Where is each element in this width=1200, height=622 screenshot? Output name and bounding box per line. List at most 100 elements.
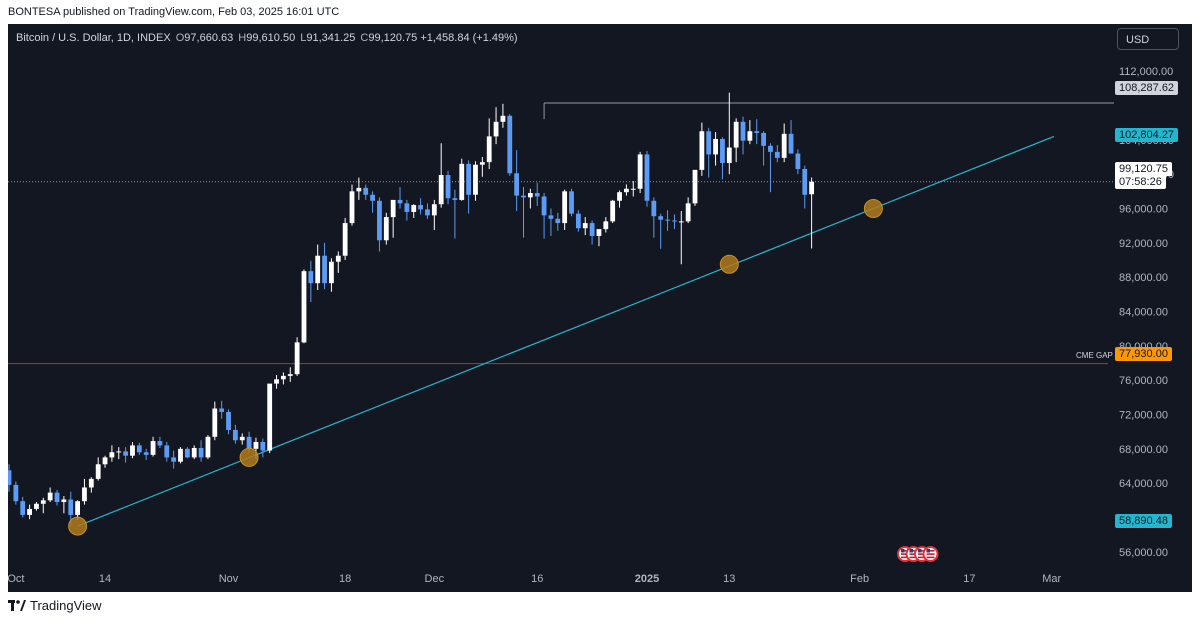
candle-body	[294, 342, 300, 375]
candle-up	[747, 120, 753, 145]
high-value: 99,610.50	[246, 32, 296, 44]
price-axis-tick: 96,000.00	[1119, 204, 1168, 216]
candle-down	[198, 440, 204, 462]
close-label: C	[360, 32, 369, 44]
candle-up	[61, 496, 67, 514]
candle-up	[486, 118, 492, 170]
candle-up	[726, 92, 732, 175]
candle-down	[143, 448, 149, 460]
candle-body	[281, 375, 286, 380]
candle-body	[205, 436, 211, 458]
candle-body	[624, 188, 629, 193]
candle-down	[404, 199, 410, 221]
candle-body	[418, 205, 423, 210]
time-axis: Oct 14 Nov 18 Dec 16 2025 13 Feb 17 Mar	[8, 573, 1062, 585]
candle-up	[40, 497, 46, 514]
candle-up	[610, 199, 616, 224]
price-axis-tick: 84,000.00	[1119, 307, 1168, 319]
candle-down	[370, 191, 375, 213]
candle-body	[637, 154, 643, 189]
candle-up	[109, 445, 115, 462]
candle-up	[624, 184, 629, 196]
flag-canton	[901, 549, 905, 553]
touch-markers-layer	[68, 199, 883, 536]
candle-body	[473, 164, 478, 195]
candle-down	[397, 187, 403, 209]
candle-up	[102, 455, 108, 468]
flag-stripe	[918, 550, 926, 552]
candle-body	[54, 492, 60, 503]
candle-body	[582, 223, 588, 229]
candle-body	[95, 464, 101, 479]
tradingview-logo-icon	[8, 599, 26, 611]
candle-body	[342, 223, 348, 256]
candle-body	[315, 255, 321, 284]
candle-body	[13, 484, 19, 502]
tradingview-logo[interactable]: TradingView	[8, 598, 102, 613]
candle-body	[171, 457, 177, 462]
candle-down	[13, 481, 19, 505]
candle-up	[713, 132, 718, 166]
candle-up	[781, 123, 787, 163]
candle-down	[20, 496, 26, 518]
candle-body	[287, 374, 293, 376]
chart-pane[interactable]: 112,000.00104,000.00100,000.0096,000.009…	[8, 24, 1192, 592]
candle-up	[130, 441, 135, 459]
flag-stripe	[909, 556, 918, 559]
candle-down	[418, 198, 423, 215]
candle-body	[349, 191, 355, 224]
candle-body	[150, 441, 156, 455]
price-axis-tick: 76,000.00	[1119, 375, 1168, 387]
candle-up	[438, 143, 444, 208]
candle-body	[685, 203, 691, 222]
candle-down	[260, 438, 266, 458]
candlestick-chart[interactable]: 112,000.00104,000.00100,000.0096,000.009…	[8, 24, 1192, 592]
candle-down	[651, 197, 657, 238]
candle-body	[136, 445, 142, 453]
trendline-lower-tag: 58,890.48	[1115, 514, 1172, 528]
candle-body	[802, 169, 808, 195]
candle-body	[274, 379, 279, 384]
candle-body	[232, 429, 238, 441]
candle-up	[335, 251, 341, 273]
countdown-tag: 07:58:26	[1115, 175, 1166, 189]
trend-touch-marker	[239, 447, 259, 467]
candle-body	[672, 220, 677, 222]
candle-body	[130, 445, 135, 456]
currency-button[interactable]: USD	[1117, 28, 1179, 50]
candle-down	[452, 189, 458, 239]
candle-body	[184, 448, 190, 458]
time-axis-tick: Feb	[850, 573, 869, 585]
candle-down	[788, 120, 794, 154]
candle-body	[219, 408, 225, 412]
candle-up	[349, 184, 355, 226]
flag-stripe	[926, 556, 935, 559]
event-icons-layer	[897, 546, 939, 562]
candle-body	[438, 175, 444, 205]
candle-body	[47, 492, 53, 501]
candle-down	[219, 400, 225, 419]
candle-up	[692, 169, 698, 206]
candle-down	[740, 116, 746, 155]
candle-body	[123, 451, 129, 456]
candle-down	[706, 127, 712, 178]
high-label: H	[238, 32, 247, 44]
flag-canton	[918, 549, 922, 553]
open-label: O	[175, 32, 185, 44]
high-level-tag: 108,287.62	[1115, 81, 1179, 95]
us-flag-icon[interactable]	[922, 546, 939, 562]
candle-body	[452, 198, 458, 200]
candle-up	[479, 157, 485, 177]
candle-body	[404, 203, 410, 212]
candle-body	[390, 199, 396, 218]
candle-body	[562, 191, 568, 224]
candle-up	[678, 211, 684, 265]
candle-body	[239, 436, 245, 441]
candle-down	[322, 242, 327, 290]
candle-body	[699, 131, 705, 170]
candle-body	[665, 219, 670, 221]
candle-body	[781, 133, 787, 158]
trend-touch-marker	[719, 254, 739, 274]
candle-body	[246, 436, 252, 449]
candle-body	[260, 441, 266, 451]
